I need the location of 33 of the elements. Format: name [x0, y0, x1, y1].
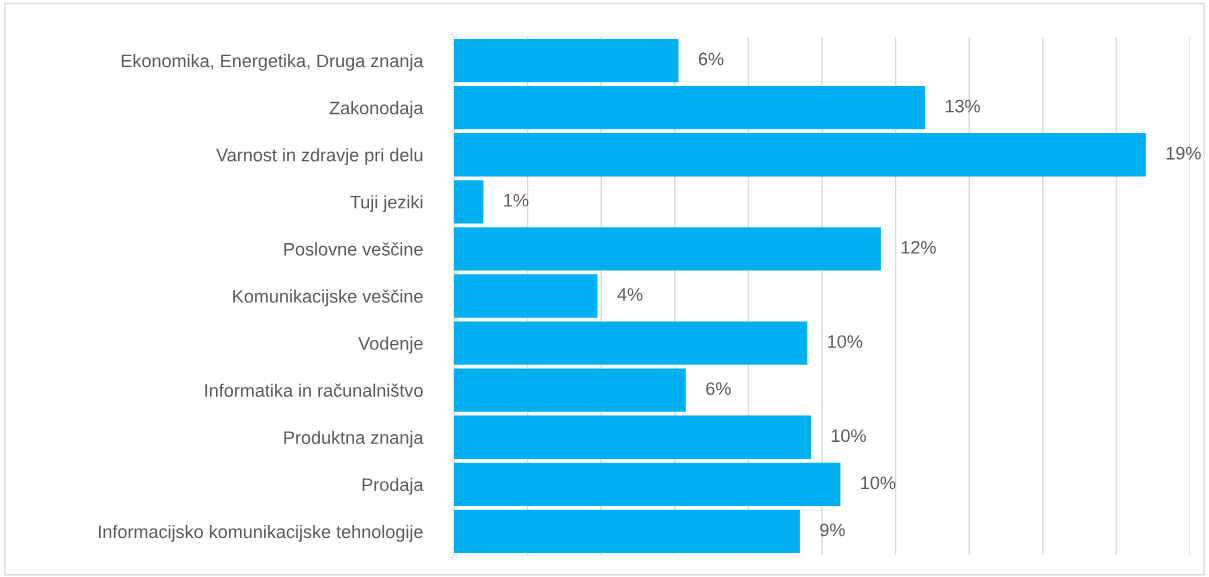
bar — [454, 415, 811, 459]
bar — [454, 227, 881, 271]
data-label: 4% — [617, 288, 643, 301]
data-label: 10% — [828, 335, 863, 348]
y-tick-label: Prodaja — [362, 477, 424, 495]
data-label: 10% — [861, 476, 896, 490]
y-tick-label: Poslovne veščine — [284, 242, 423, 256]
data-label: 19% — [1166, 146, 1201, 160]
data-label: 13% — [945, 99, 980, 113]
y-tick-label: Vodenje — [358, 336, 423, 354]
bar — [454, 509, 800, 554]
y-tick-label: Komunikacijske veščine — [233, 289, 423, 307]
bar — [454, 321, 808, 365]
data-label: 10% — [831, 429, 866, 443]
bar — [454, 180, 484, 224]
y-tick-label: Zakonodaja — [329, 101, 424, 118]
y-tick-label: Informacijsko komunikacijske tehnologije — [98, 524, 423, 542]
y-tick-label: Varnost in zdravje pri delu — [216, 148, 423, 166]
data-label: 6% — [706, 382, 731, 396]
data-label: 12% — [901, 240, 936, 254]
bar — [454, 274, 598, 318]
y-tick-label: Informatika in računalništvo — [205, 383, 423, 397]
bar — [454, 133, 1146, 177]
data-label: 6% — [698, 52, 724, 66]
y-tick-label: Ekonomika, Energetika, Druga znanja — [121, 54, 424, 71]
y-tick-label: Produktna znanja — [284, 430, 424, 448]
bar — [454, 368, 686, 412]
data-label: 1% — [504, 193, 529, 207]
bar — [454, 462, 841, 507]
y-tick-label: Tuji jeziki — [350, 195, 423, 213]
bar — [454, 38, 679, 83]
bar — [454, 85, 926, 130]
data-label: 9% — [820, 523, 845, 537]
